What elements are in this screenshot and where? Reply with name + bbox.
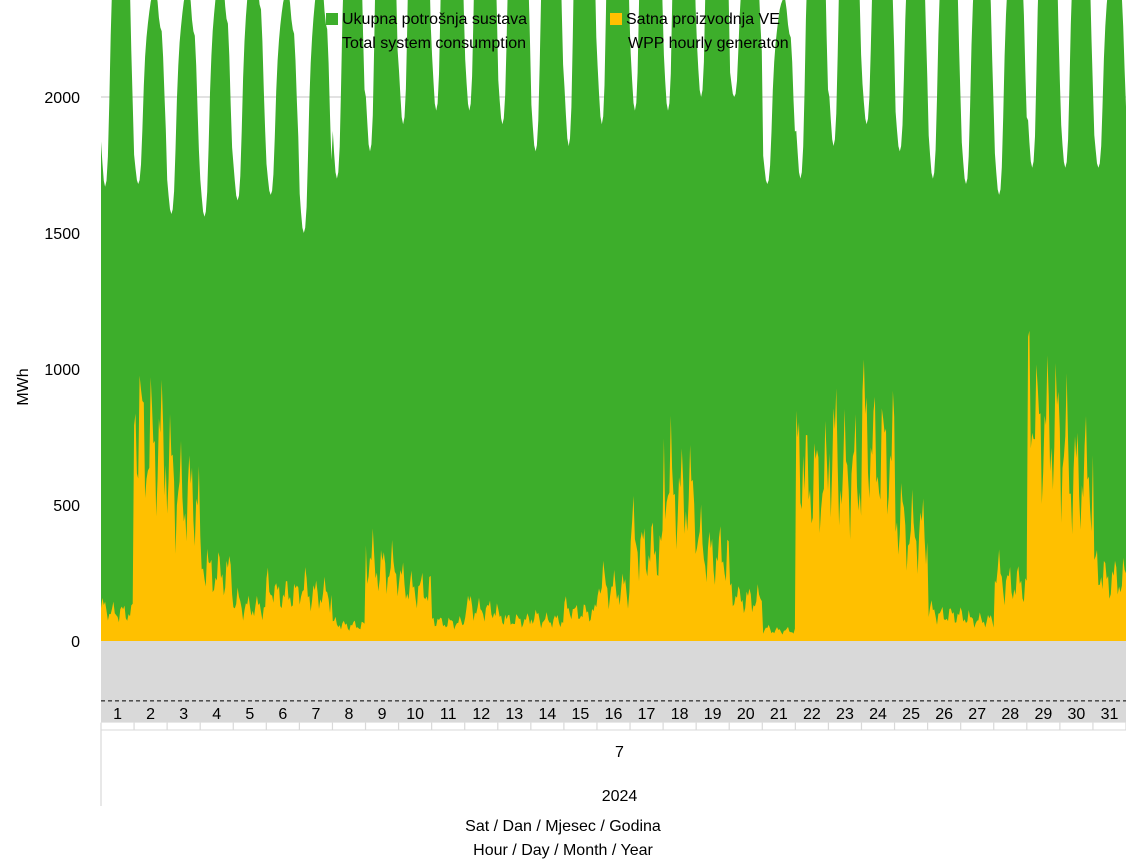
legend-label-consumption-hr: Ukupna potrošnja sustava [342,11,527,28]
legend-item-consumption: Ukupna potrošnja sustava Total system co… [326,8,527,56]
legend-label-wind-hr: Satna proizvodnja VE [626,11,780,28]
y-axis-label: MWh [15,368,32,406]
consumption-area [101,0,1126,641]
x-tick-label-day: 31 [1101,706,1119,723]
x-tick-label-day: 28 [1001,706,1019,723]
x-tick-label-day: 22 [803,706,821,723]
x-tick-label-month: 7 [615,744,624,761]
y-tick-label: 500 [53,498,80,515]
x-tick-label-day: 25 [902,706,920,723]
y-tick-label: 0 [71,634,80,651]
x-tick-label-day: 20 [737,706,755,723]
x-tick-label-day: 30 [1068,706,1086,723]
x-tick-label-day: 10 [406,706,424,723]
y-tick-label: 2000 [44,90,80,107]
x-tick-label-day: 9 [378,706,387,723]
x-tick-label-day: 7 [311,706,320,723]
x-tick-label-day: 1 [113,706,122,723]
y-tick-label: 1500 [44,226,80,243]
legend-item-wind: Satna proizvodnja VE WPP hourly generato… [610,8,789,56]
x-tick-label-day: 4 [212,706,221,723]
x-tick-label-day: 26 [935,706,953,723]
x-tick-label-day: 13 [505,706,523,723]
x-tick-label-day: 6 [278,706,287,723]
y-axis-tick-labels: 05001000150020002500300035004000 [44,90,80,651]
x-tick-label-day: 5 [245,706,254,723]
x-tick-label-year: 2024 [602,788,638,805]
wind-generation-area [101,330,1126,641]
x-tick-label-day: 15 [572,706,590,723]
x-axis: 1 2 3 4 5 6 7 8 9 10 11 12 13 14 15 16 17 18 19 20 21 22 23 24 2… [100,706,1126,806]
x-tick-label-day: 29 [1034,706,1052,723]
x-tick-label-day: 11 [440,706,457,723]
x-tick-label-day: 8 [345,706,354,723]
x-tick-label-day: 16 [605,706,623,723]
legend-label-consumption-en: Total system consumption [342,35,527,52]
y-tick-label: 1000 [44,362,80,379]
x-tick-label-day: 17 [638,706,656,723]
x-tick-label-day: 2 [146,706,155,723]
legend-swatch-wind [610,13,622,25]
x-tick-label-day: 27 [968,706,986,723]
x-tick-label-day: 18 [671,706,689,723]
x-tick-label-day: 14 [538,706,556,723]
x-axis-title-hr: Sat / Dan / Mjesec / Godina [465,818,661,835]
negative-region-band [101,641,1126,723]
legend-swatch-consumption [326,13,338,25]
x-axis-title-en: Hour / Day / Month / Year [473,842,653,859]
x-tick-label-day: 3 [179,706,188,723]
x-tick-label-day: 21 [770,706,788,723]
x-tick-label-day: 24 [869,706,887,723]
x-tick-label-day: 23 [836,706,854,723]
x-tick-label-day: 19 [704,706,722,723]
x-tick-label-day: 12 [472,706,490,723]
legend-label-wind-en: WPP hourly generaton [628,35,789,52]
